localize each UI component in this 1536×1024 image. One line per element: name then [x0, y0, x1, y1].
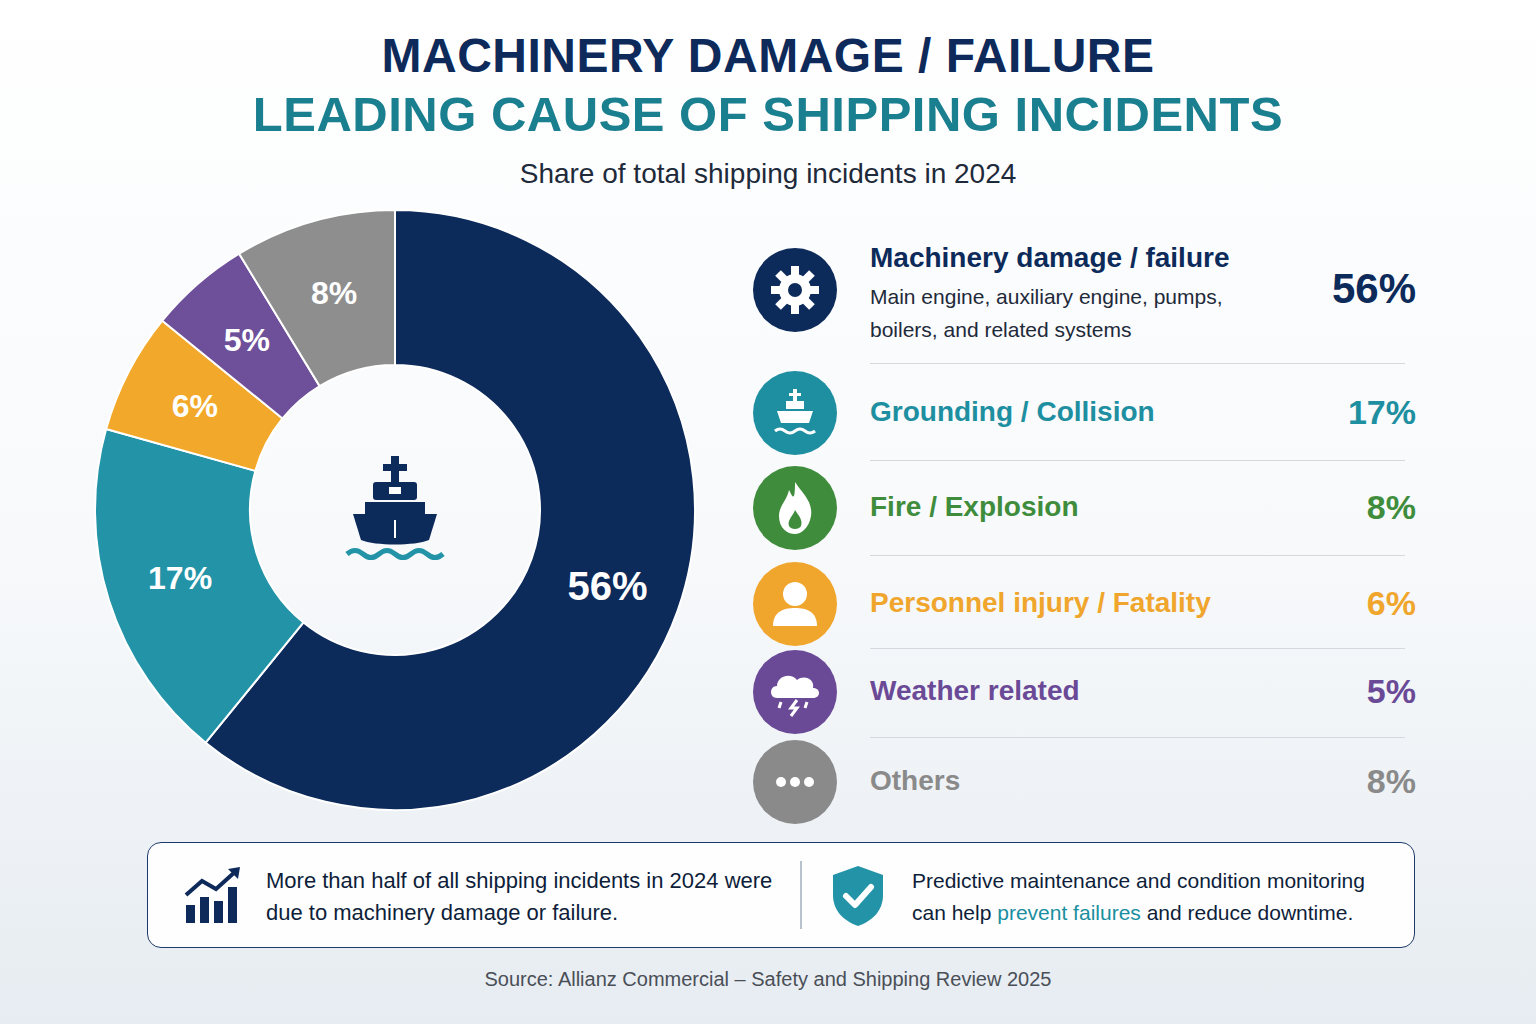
svg-text:56%: 56%: [567, 564, 647, 608]
html-text:Grounding / Collision: Grounding / Collision: [870, 396, 1155, 427]
svg-text:6%: 6%: [172, 388, 218, 424]
html-text:More than half of all shipping: More than half of all shipping incidents…: [266, 868, 773, 925]
html-text:17%: 17%: [1347, 392, 1416, 431]
html-text:6%: 6%: [1366, 583, 1416, 622]
html-text:56%: 56%: [1331, 264, 1416, 312]
svg-text:5%: 5%: [224, 322, 270, 358]
html-text:Share of total shipping incide: Share of total shipping incidents in 202…: [519, 158, 1017, 189]
svg-text:8%: 8%: [311, 275, 357, 311]
html-text:Main engine, auxiliary engine,: Main engine, auxiliary engine, pumps, bo…: [870, 285, 1223, 341]
html-text:Personnel injury / Fatality: Personnel injury / Fatality: [870, 587, 1211, 618]
html-text:Fire / Explosion: Fire / Explosion: [870, 491, 1079, 522]
html-text:8%: 8%: [1366, 761, 1416, 800]
html-text:5%: 5%: [1366, 671, 1416, 710]
html-text:Machinery damage / failure: Machinery damage / failure: [870, 242, 1230, 273]
svg-text:17%: 17%: [148, 560, 212, 596]
html-text:Others: Others: [870, 765, 961, 796]
html-text:MACHINERY DAMAGE / FAILURE: MACHINERY DAMAGE / FAILURE: [381, 29, 1155, 82]
html-text:Predictive maintenance and con: Predictive maintenance and condition mon…: [912, 869, 1365, 924]
html-text:Source: Allianz Commercial – S: Source: Allianz Commercial – Safety and …: [484, 968, 1052, 990]
html-text:8%: 8%: [1366, 487, 1416, 526]
html-text:Weather related: Weather related: [870, 675, 1080, 706]
html-text:LEADING CAUSE OF SHIPPING INCI: LEADING CAUSE OF SHIPPING INCIDENTS: [252, 87, 1284, 141]
